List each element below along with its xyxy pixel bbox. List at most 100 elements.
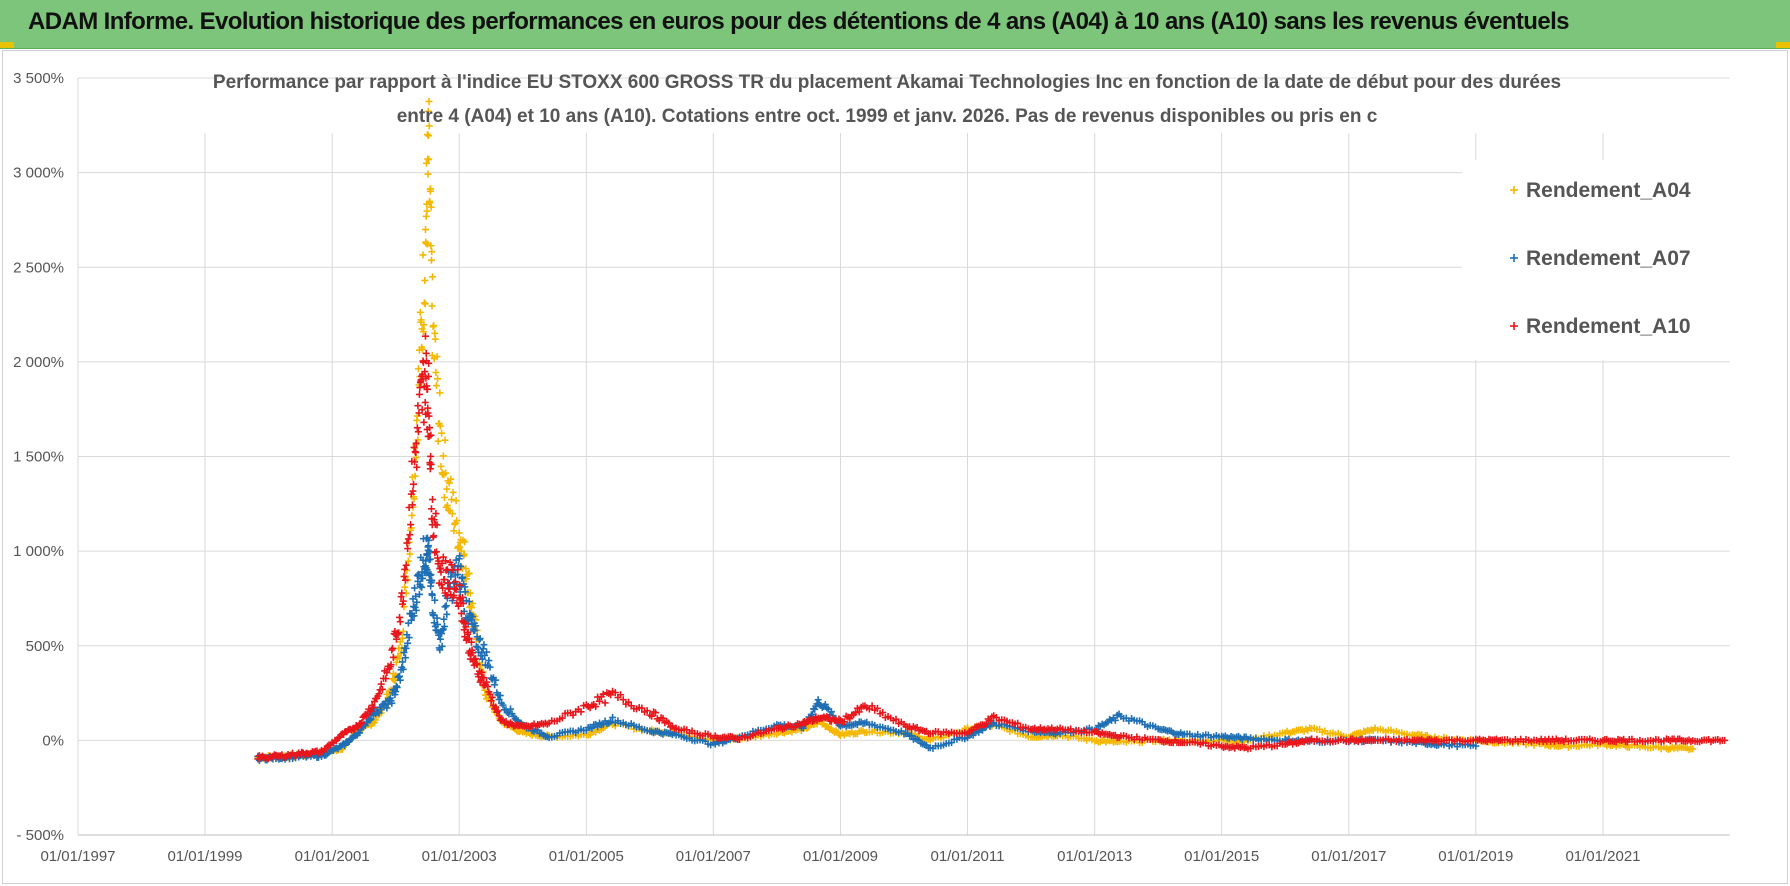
data-point	[440, 576, 448, 584]
data-point	[487, 697, 495, 705]
x-tick-label: 01/01/2015	[1184, 848, 1259, 865]
data-point	[426, 548, 434, 556]
data-point	[821, 700, 829, 708]
data-point	[430, 322, 438, 330]
data-point	[427, 452, 435, 460]
data-point	[592, 703, 600, 711]
data-point	[472, 643, 480, 651]
data-point	[430, 532, 438, 540]
legend-label: Rendement_A04	[1526, 179, 1691, 202]
data-point	[421, 226, 429, 234]
data-point	[986, 717, 994, 725]
banner-corner-right	[1776, 42, 1790, 48]
data-point	[846, 715, 854, 723]
data-point	[423, 207, 431, 215]
data-point	[438, 642, 446, 650]
data-point	[437, 568, 445, 576]
data-point	[1721, 736, 1729, 744]
data-point	[467, 604, 475, 612]
data-point	[448, 510, 456, 518]
data-point	[396, 638, 404, 646]
data-point	[413, 424, 421, 432]
data-point	[473, 661, 481, 669]
data-point	[436, 389, 444, 397]
data-point	[411, 458, 419, 466]
plot-area	[254, 97, 1729, 764]
data-point	[469, 613, 477, 621]
data-point	[462, 623, 470, 631]
data-point	[488, 693, 496, 701]
data-point	[420, 321, 428, 329]
data-point	[409, 487, 417, 495]
data-point	[428, 577, 436, 585]
data-point	[467, 638, 475, 646]
data-point	[439, 452, 447, 460]
data-point	[389, 644, 397, 652]
data-point	[449, 488, 457, 496]
data-point	[492, 676, 500, 684]
data-point	[496, 692, 504, 700]
data-point	[413, 463, 421, 471]
data-point	[396, 618, 404, 626]
data-point	[428, 591, 436, 599]
data-point	[438, 581, 446, 589]
data-point	[465, 569, 473, 577]
data-point	[491, 681, 499, 689]
data-point	[495, 695, 503, 703]
data-point	[415, 590, 423, 598]
data-point	[448, 496, 456, 504]
data-point	[436, 646, 444, 654]
data-point	[476, 635, 484, 643]
data-point	[399, 597, 407, 605]
data-point	[401, 583, 409, 591]
data-point	[415, 390, 423, 398]
data-point	[423, 131, 431, 139]
data-point	[595, 697, 603, 705]
data-point	[443, 502, 451, 510]
data-point	[1472, 742, 1480, 750]
data-point	[401, 565, 409, 573]
data-point	[472, 622, 480, 630]
x-tick-label: 01/01/2003	[422, 848, 497, 865]
data-point	[436, 635, 444, 643]
data-point	[454, 566, 462, 574]
y-tick-label: 500%	[26, 638, 64, 655]
data-point	[358, 719, 366, 727]
data-point	[378, 685, 386, 693]
data-point	[421, 276, 429, 284]
data-point	[433, 521, 441, 529]
y-tick-label: - 500%	[16, 827, 64, 844]
data-point	[439, 553, 447, 561]
data-point	[433, 614, 441, 622]
data-point	[433, 353, 441, 361]
data-point	[426, 199, 434, 207]
data-point	[611, 689, 619, 697]
data-point	[408, 501, 416, 509]
data-point	[424, 170, 432, 178]
data-point	[401, 654, 409, 662]
data-point	[483, 648, 491, 656]
data-point	[447, 475, 455, 483]
data-point	[420, 299, 428, 307]
data-point	[356, 729, 364, 737]
y-tick-label: 0%	[42, 732, 64, 749]
data-point	[426, 424, 434, 432]
data-point	[441, 603, 449, 611]
data-point	[388, 699, 396, 707]
data-point	[436, 422, 444, 430]
data-point	[811, 705, 819, 713]
data-point	[824, 714, 832, 722]
data-point	[412, 592, 420, 600]
data-point	[1689, 745, 1697, 753]
y-tick-label: 1 500%	[13, 449, 64, 466]
data-point	[418, 583, 426, 591]
data-point	[377, 680, 385, 688]
data-point	[868, 702, 876, 710]
data-point	[404, 545, 412, 553]
data-point	[625, 698, 633, 706]
data-point	[428, 248, 436, 256]
x-tick-label: 01/01/1999	[167, 848, 242, 865]
data-point	[442, 469, 450, 477]
data-point	[594, 723, 602, 731]
data-point	[416, 582, 424, 590]
